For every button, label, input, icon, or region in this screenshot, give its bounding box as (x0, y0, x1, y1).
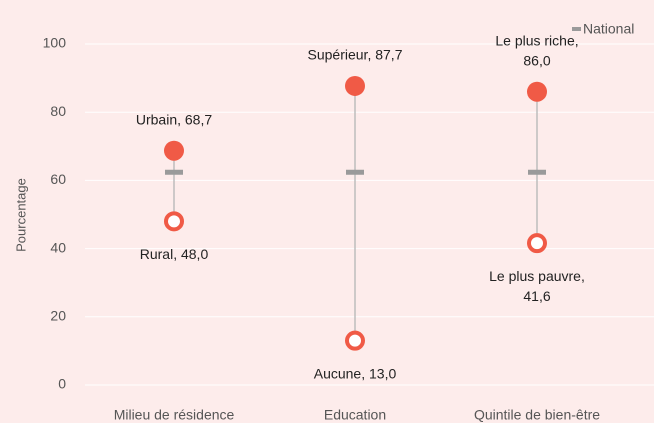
y-tick-label: 100 (43, 35, 67, 51)
x-tick-label: Quintile de bien-être (474, 407, 600, 423)
low-dot (345, 330, 365, 351)
high-label: Supérieur, 87,7 (308, 47, 403, 63)
y-tick-label: 60 (50, 171, 66, 187)
high-dot (527, 81, 547, 102)
high-dot (345, 75, 365, 96)
high-dot (164, 140, 184, 161)
low-label: Rural, 48,0 (140, 246, 209, 262)
high-label: Le plus riche, 86,0 (495, 32, 578, 68)
low-dot (527, 233, 547, 254)
legend-label: National (583, 21, 634, 37)
y-tick-label: 20 (50, 308, 66, 324)
high-label: Urbain, 68,7 (136, 111, 212, 127)
low-label: Le plus pauvre, 41,6 (489, 268, 585, 304)
x-tick-label: Milieu de résidence (114, 407, 235, 423)
y-axis-label: Pourcentage (13, 178, 28, 252)
y-tick-label: 80 (50, 103, 66, 119)
x-tick-label: Education (324, 407, 386, 423)
low-label: Aucune, 13,0 (314, 365, 397, 381)
low-dot (164, 211, 184, 232)
y-tick-label: 40 (50, 239, 66, 255)
y-tick-label: 0 (58, 376, 66, 392)
